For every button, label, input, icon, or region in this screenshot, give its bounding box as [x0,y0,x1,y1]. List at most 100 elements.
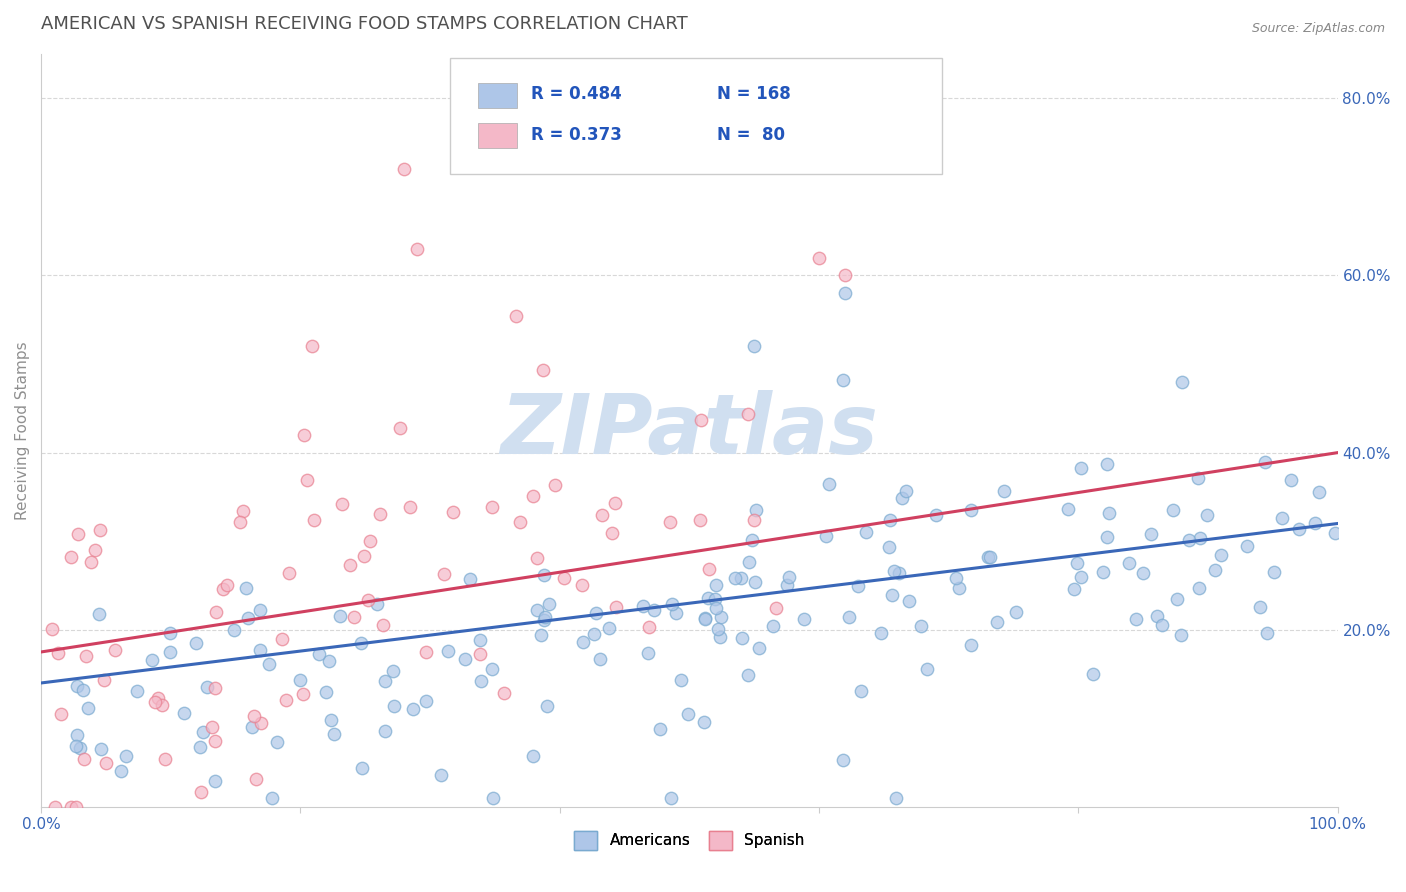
Point [72,683,94,698]
Point [762,619,785,633]
Y-axis label: Receiving Food Stamps: Receiving Food Stamps [15,341,30,520]
Point [808,251,831,265]
Point [368,507,391,521]
Point [1063,582,1085,597]
Point [602,526,624,541]
Point [301,339,323,353]
Point [260,791,283,805]
Point [1057,502,1080,516]
Point [1178,533,1201,548]
Point [571,578,593,592]
Point [353,549,375,564]
Point [572,635,595,649]
Point [430,768,453,782]
Point [1195,508,1218,522]
Point [308,647,330,661]
Point [704,600,727,615]
Point [1170,628,1192,642]
Point [1132,566,1154,580]
Point [1171,375,1194,389]
Point [141,653,163,667]
Point [329,608,352,623]
Point [693,612,716,626]
Point [1166,592,1188,607]
Point [707,622,730,636]
Point [437,644,460,658]
Point [960,639,983,653]
Point [544,477,567,491]
Point [232,504,254,518]
Point [665,606,688,620]
Point [1236,539,1258,553]
Point [60,550,83,565]
Point [898,593,921,607]
Point [582,627,605,641]
Point [1187,471,1209,485]
Point [73,752,96,766]
Point [879,513,901,527]
Point [229,515,252,529]
Point [1303,516,1326,530]
Point [1097,458,1119,472]
Point [793,612,815,626]
Point [405,242,427,256]
Point [146,691,169,706]
Point [184,636,207,650]
Point [249,643,271,657]
Point [204,605,226,619]
Point [249,603,271,617]
Point [534,609,557,624]
Text: R = 0.373: R = 0.373 [531,126,621,144]
Point [46,646,69,660]
Point [834,286,856,301]
Point [591,508,613,522]
Point [49,706,72,721]
Point [297,473,319,487]
Point [89,523,111,537]
Point [638,620,661,634]
Point [530,628,553,642]
Point [217,578,239,592]
Point [366,598,388,612]
Point [371,617,394,632]
Point [359,533,381,548]
Point [44,800,66,814]
Point [748,641,770,656]
Point [125,684,148,698]
Point [659,790,682,805]
Point [415,645,437,659]
Point [392,162,415,177]
Point [79,555,101,569]
Point [960,503,983,517]
Point [388,421,411,435]
Point [481,500,503,515]
Point [374,724,396,739]
Point [212,582,235,597]
Point [441,505,464,519]
FancyBboxPatch shape [478,83,517,108]
Point [945,571,967,585]
Point [877,541,900,555]
Point [84,542,107,557]
Point [509,515,531,529]
Point [737,407,759,421]
Point [66,679,89,693]
Point [470,674,492,689]
Point [533,613,555,627]
Point [838,609,860,624]
Point [1161,502,1184,516]
Point [1081,666,1104,681]
Point [276,692,298,706]
Point [259,657,281,671]
Point [266,735,288,749]
Point [143,696,166,710]
Point [1095,530,1118,544]
Point [342,610,364,624]
Point [240,720,263,734]
Point [531,363,554,377]
Point [65,800,87,814]
Point [204,681,226,695]
Point [159,645,181,659]
Point [195,680,218,694]
Point [41,622,63,636]
